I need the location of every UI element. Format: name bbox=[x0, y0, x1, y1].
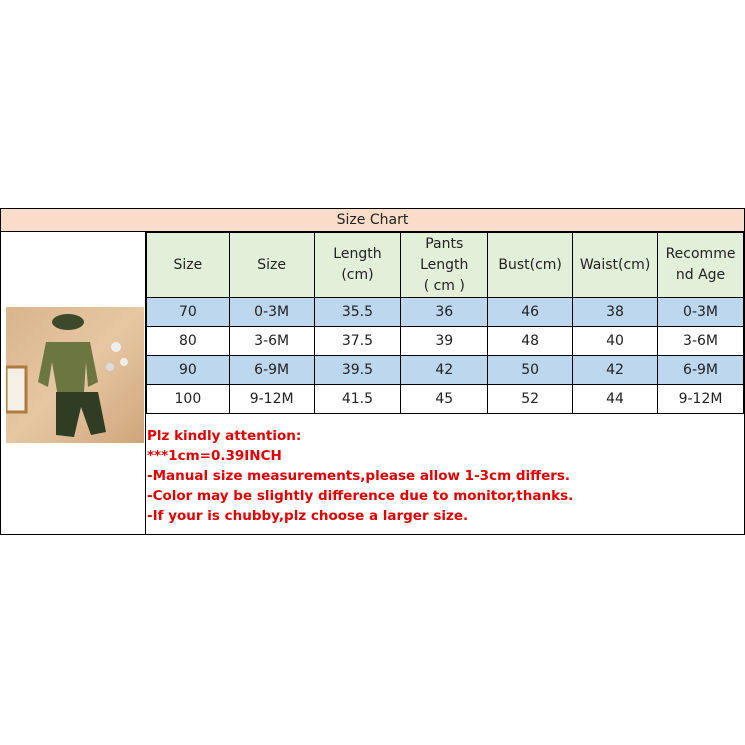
attention-notes: Plz kindly attention: ***1cm=0.39INCH -M… bbox=[147, 426, 573, 526]
header-cell: Length (cm) bbox=[313, 232, 402, 298]
product-image-cell bbox=[1, 232, 146, 534]
table-cell: 0-3M bbox=[657, 297, 744, 327]
table-cell: 0-3M bbox=[228, 297, 315, 327]
table-cell: 42 bbox=[400, 355, 489, 385]
header-cell: Size bbox=[146, 232, 230, 298]
table-cell: 6-9M bbox=[657, 355, 744, 385]
note-line: Plz kindly attention: bbox=[147, 428, 302, 444]
header-cell: Recomme nd Age bbox=[657, 232, 744, 298]
table-cell: 48 bbox=[487, 326, 574, 356]
header-cell: Size bbox=[228, 232, 315, 298]
table-row: 90 6-9M 39.5 42 50 42 6-9M bbox=[146, 355, 744, 385]
header-row: Size Size Length (cm) Pants Length ( cm … bbox=[146, 232, 744, 298]
table-cell: 40 bbox=[572, 326, 659, 356]
size-chart: Size Chart Size Size Length (cm) Pants L… bbox=[0, 208, 745, 535]
table-cell: 38 bbox=[572, 297, 659, 327]
note-line: -Manual size measurements,please allow 1… bbox=[147, 468, 571, 484]
table-cell: 44 bbox=[572, 384, 659, 414]
table-cell: 9-12M bbox=[228, 384, 315, 414]
table-cell: 3-6M bbox=[228, 326, 315, 356]
table-cell: 50 bbox=[487, 355, 574, 385]
header-cell: Pants Length ( cm ) bbox=[400, 232, 489, 298]
table-cell: 100 bbox=[146, 384, 230, 414]
table-row: 70 0-3M 35.5 36 46 38 0-3M bbox=[146, 297, 744, 327]
table-row: 100 9-12M 41.5 45 52 44 9-12M bbox=[146, 384, 744, 414]
header-cell: Waist(cm) bbox=[572, 232, 659, 298]
note-line: -If your is chubby,plz choose a larger s… bbox=[147, 508, 469, 524]
table-cell: 36 bbox=[400, 297, 489, 327]
note-line: -Color may be slightly difference due to… bbox=[147, 488, 574, 504]
chart-title: Size Chart bbox=[1, 209, 744, 232]
table-cell: 35.5 bbox=[313, 297, 402, 327]
note-line: ***1cm=0.39INCH bbox=[147, 448, 282, 464]
table-cell: 45 bbox=[400, 384, 489, 414]
table-cell: 90 bbox=[146, 355, 230, 385]
header-cell: Bust(cm) bbox=[487, 232, 574, 298]
table-cell: 9-12M bbox=[657, 384, 744, 414]
table-cell: 42 bbox=[572, 355, 659, 385]
table-cell: 52 bbox=[487, 384, 574, 414]
size-table: Size Size Length (cm) Pants Length ( cm … bbox=[146, 232, 744, 414]
table-cell: 39.5 bbox=[313, 355, 402, 385]
table-cell: 70 bbox=[146, 297, 230, 327]
table-cell: 3-6M bbox=[657, 326, 744, 356]
table-cell: 6-9M bbox=[228, 355, 315, 385]
table-cell: 46 bbox=[487, 297, 574, 327]
table-cell: 80 bbox=[146, 326, 230, 356]
table-cell: 39 bbox=[400, 326, 489, 356]
table-cell: 37.5 bbox=[313, 326, 402, 356]
table-row: 80 3-6M 37.5 39 48 40 3-6M bbox=[146, 326, 744, 356]
product-photo bbox=[6, 307, 144, 443]
table-cell: 41.5 bbox=[313, 384, 402, 414]
